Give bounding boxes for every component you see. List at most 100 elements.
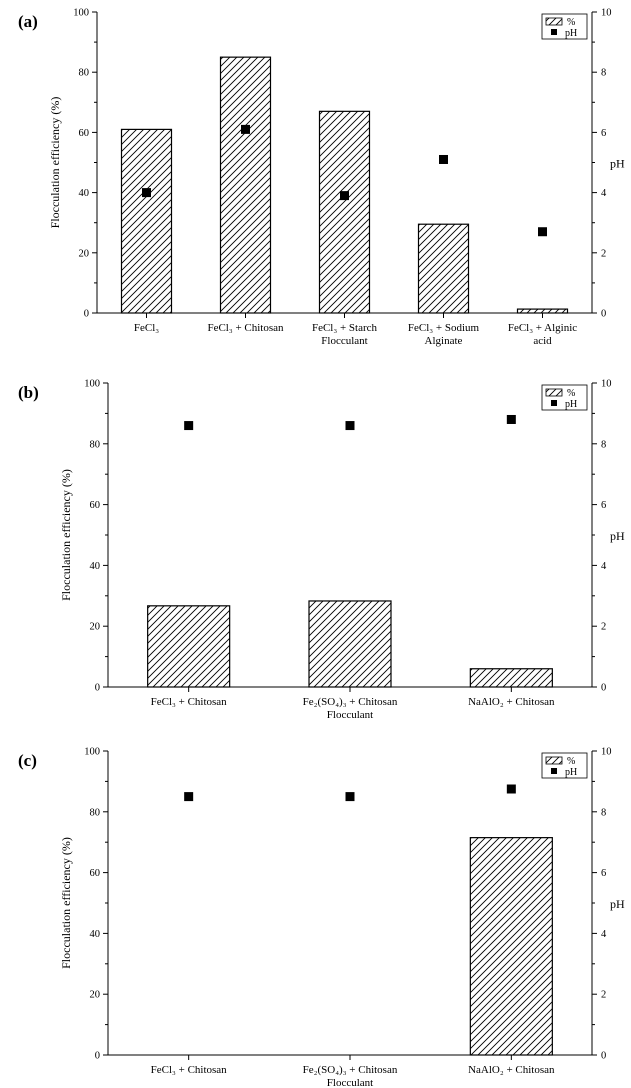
y-tick-label: 0 — [84, 309, 89, 320]
ph-marker — [142, 188, 151, 198]
category-label: FeCl₃ + Sodium Alginate — [408, 322, 480, 347]
y2-tick-label: 2 — [601, 622, 606, 633]
y-tick-label: 20 — [90, 622, 101, 633]
y2-tick-label: 10 — [601, 8, 612, 19]
panel-label: (b) — [18, 383, 39, 402]
ph-marker — [184, 421, 194, 431]
ph-marker — [439, 154, 448, 164]
legend: %pH — [541, 752, 588, 779]
legend: %pH — [541, 384, 588, 411]
chart-panel: (a) 0 20 40 60 80 100 0 2 4 6 8 10 FeCl₃ FeCl₃ + Chito… — [18, 8, 625, 348]
category-label-line: FeCl₃ + Chitosan — [151, 696, 228, 708]
category-label-line: Fe₂(SO₄)₃ + Chitosan — [303, 696, 398, 708]
y2-axis-title: pH — [610, 897, 625, 911]
y-tick-label: 60 — [90, 868, 101, 879]
legend-swatch-bar — [545, 17, 563, 26]
y2-tick-label: 6 — [601, 128, 606, 139]
bar — [308, 600, 392, 688]
category-label: FeCl₃ — [134, 322, 159, 334]
y-tick-label: 80 — [90, 807, 101, 818]
category-label-line: FeCl₃ — [134, 322, 159, 334]
category-label: Fe₂(SO₄)₃ + Chitosan Flocculant — [303, 696, 398, 721]
y-tick-label: 100 — [73, 8, 89, 19]
legend-swatch-ph — [551, 29, 557, 35]
category-label-line: FeCl₃ + Chitosan — [151, 1064, 228, 1076]
y2-tick-label: 6 — [601, 868, 606, 879]
y-tick-label: 0 — [95, 683, 100, 694]
bar — [219, 56, 272, 314]
y-tick-label: 60 — [79, 128, 90, 139]
category-label-line: FeCl₃ + Chitosan — [207, 322, 284, 334]
legend-label-bar: % — [567, 756, 575, 767]
y2-tick-label: 0 — [601, 683, 606, 694]
legend-swatch-bar — [545, 388, 563, 397]
y2-tick-label: 8 — [601, 807, 606, 818]
legend-label-bar: % — [567, 17, 575, 28]
y-tick-label: 20 — [90, 990, 101, 1001]
bar — [469, 837, 553, 1056]
y2-tick-label: 8 — [601, 439, 606, 450]
bar — [417, 223, 470, 314]
y2-tick-label: 2 — [601, 990, 606, 1001]
ph-marker — [506, 414, 516, 424]
category-label-line: FeCl₃ + Starch — [312, 322, 378, 334]
y2-tick-label: 4 — [601, 561, 607, 572]
y2-tick-label: 10 — [601, 747, 612, 758]
category-label: FeCl₃ + Chitosan — [151, 1064, 228, 1076]
y2-tick-label: 8 — [601, 68, 606, 79]
category-label-line: NaAlO₂ + Chitosan — [468, 696, 555, 708]
y-tick-label: 100 — [84, 747, 100, 758]
panel-label: (c) — [18, 751, 37, 770]
y2-tick-label: 2 — [601, 248, 606, 259]
category-label-line: Fe₂(SO₄)₃ + Chitosan — [303, 1064, 398, 1076]
category-label: NaAlO₂ + Chitosan — [468, 1064, 555, 1076]
y-tick-label: 40 — [79, 188, 90, 199]
category-label-line: Flocculant — [327, 709, 373, 721]
y2-tick-label: 4 — [601, 188, 607, 199]
chart-panel: (b) 0 20 40 60 80 100 0 2 4 6 8 10 FeCl₃ + Chitosan Fe… — [18, 379, 625, 722]
ph-marker — [184, 792, 194, 802]
bar — [516, 308, 569, 314]
y2-tick-label: 6 — [601, 500, 606, 511]
y-tick-label: 80 — [79, 68, 90, 79]
legend-swatch-ph — [551, 400, 557, 406]
category-label: FeCl₃ + Chitosan — [207, 322, 284, 334]
ph-marker — [506, 784, 516, 794]
legend-label-bar: % — [567, 388, 575, 399]
y-axis-title: Flocculation efficiency (%) — [48, 97, 62, 229]
y2-tick-label: 0 — [601, 309, 606, 320]
ph-marker — [340, 191, 349, 201]
legend-swatch-bar — [545, 756, 563, 765]
y-axis-title: Flocculation efficiency (%) — [59, 469, 73, 601]
category-label: NaAlO₂ + Chitosan — [468, 696, 555, 708]
y2-tick-label: 4 — [601, 929, 607, 940]
bar — [318, 110, 371, 314]
y-tick-label: 60 — [90, 500, 101, 511]
legend-swatch-ph — [551, 768, 557, 774]
legend-label-ph: pH — [565, 399, 577, 410]
ph-marker — [345, 792, 355, 802]
bar — [120, 128, 173, 314]
legend: %pH — [541, 13, 588, 40]
category-label: FeCl₃ + Starch Flocculant — [312, 322, 378, 347]
y-tick-label: 80 — [90, 439, 101, 450]
category-label-line: acid — [533, 335, 552, 347]
y-tick-label: 40 — [90, 561, 101, 572]
chart-panel: (c) 0 20 40 60 80 100 0 2 4 6 8 10 FeCl₃ + Chitosan Fe… — [18, 747, 625, 1088]
y-tick-label: 20 — [79, 248, 90, 259]
legend-label-ph: pH — [565, 767, 577, 778]
ph-marker — [538, 227, 547, 237]
category-label-line: Alginate — [425, 335, 463, 347]
y-tick-label: 0 — [95, 1051, 100, 1062]
y-axis-title: Flocculation efficiency (%) — [59, 837, 73, 969]
bar — [147, 605, 231, 688]
y2-tick-label: 0 — [601, 1051, 606, 1062]
category-label-line: Flocculant — [321, 335, 367, 347]
category-label: FeCl₃ + Alginic acid — [508, 322, 577, 347]
legend-label-ph: pH — [565, 28, 577, 39]
y2-tick-label: 10 — [601, 379, 612, 390]
bar — [469, 668, 553, 688]
category-label-line: FeCl₃ + Alginic — [508, 322, 577, 334]
category-label: Fe₂(SO₄)₃ + Chitosan Flocculant — [303, 1064, 398, 1088]
